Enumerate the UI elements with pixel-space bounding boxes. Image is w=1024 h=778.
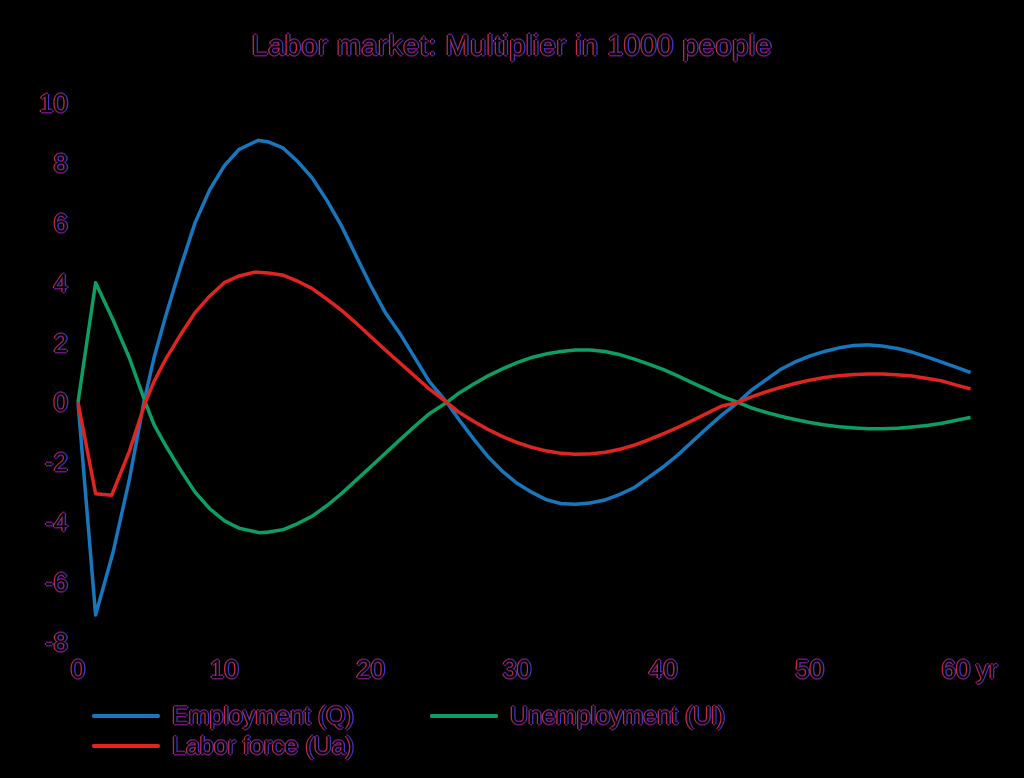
y-tick-label: -6 <box>44 567 68 598</box>
y-tick-label: 0 <box>53 387 68 418</box>
series-line-0 <box>76 138 972 617</box>
y-tick-label: 6 <box>53 207 68 238</box>
y-tick-label: -2 <box>44 447 68 478</box>
y-tick-label: 2 <box>53 327 68 358</box>
x-tick-label: 0 <box>70 654 86 684</box>
y-tick-label: -4 <box>44 507 68 538</box>
y-tick-label: -8 <box>44 626 68 657</box>
legend-label-unemployment: Unemployment (Ul) <box>510 702 726 730</box>
legend-item-unemployment: Unemployment (Ul) <box>430 703 725 729</box>
employment-line-sample <box>92 714 160 718</box>
x-axis-unit-label: yr <box>976 654 998 684</box>
unemployment-line-sample <box>430 714 498 718</box>
x-tick-label: 20 <box>356 654 386 684</box>
chart-title: Labor market: Multiplier in 1000 people <box>251 30 773 62</box>
legend-label-employment: Employment (Q) <box>172 702 354 730</box>
series-line-2 <box>76 270 972 497</box>
y-tick-label: 4 <box>53 267 68 298</box>
y-tick-label: 10 <box>39 87 68 118</box>
x-tick-label: 10 <box>209 654 239 684</box>
x-tick-label: 30 <box>502 654 532 684</box>
x-tick-label: 50 <box>795 654 825 684</box>
legend-item-labor-force: Labor force (Ua) <box>92 733 354 759</box>
series-line-1 <box>76 280 971 535</box>
y-tick-label: 8 <box>53 147 68 178</box>
x-tick-label: 60 <box>941 654 971 684</box>
labor-force-line-sample <box>92 744 160 748</box>
legend-item-employment: Employment (Q) <box>92 703 354 729</box>
legend-label-labor-force: Labor force (Ua) <box>172 732 355 760</box>
x-tick-label: 40 <box>648 654 678 684</box>
